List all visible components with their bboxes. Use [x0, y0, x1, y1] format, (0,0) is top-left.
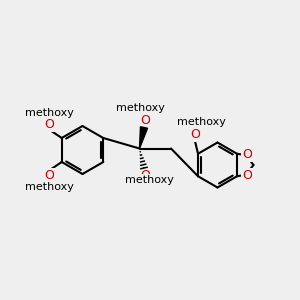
- Text: methoxy: methoxy: [25, 182, 74, 193]
- Text: methoxy: methoxy: [177, 117, 226, 127]
- Text: O: O: [190, 128, 200, 141]
- Text: O: O: [44, 169, 54, 182]
- Text: O: O: [140, 113, 150, 127]
- Polygon shape: [140, 127, 148, 148]
- Text: methoxy: methoxy: [125, 175, 174, 185]
- Text: O: O: [242, 169, 252, 182]
- Text: O: O: [242, 148, 252, 160]
- Text: O: O: [44, 118, 54, 131]
- Text: O: O: [140, 169, 150, 182]
- Text: methoxy: methoxy: [116, 103, 165, 113]
- Text: methoxy: methoxy: [25, 107, 74, 118]
